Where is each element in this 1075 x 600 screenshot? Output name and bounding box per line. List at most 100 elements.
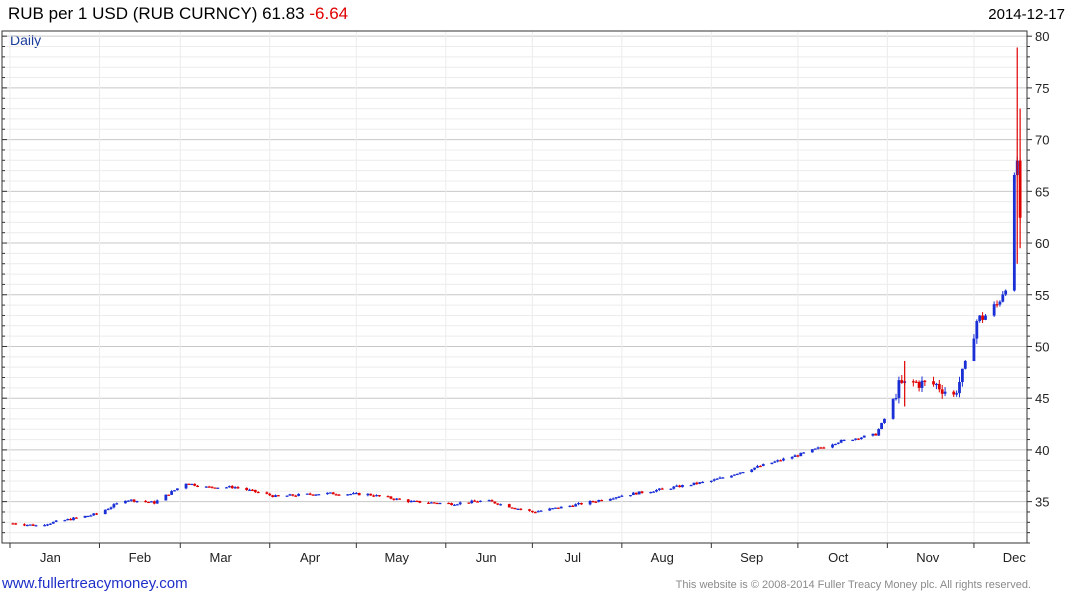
candle (346, 494, 350, 496)
candle-body (862, 435, 866, 438)
candle (883, 418, 886, 424)
candle-body (528, 509, 531, 511)
candle-body (574, 504, 578, 507)
candle-body (14, 523, 18, 525)
candle-body (395, 498, 399, 500)
candle (692, 482, 696, 486)
x-tick-label: May (384, 550, 409, 565)
candle (721, 476, 725, 479)
x-tick-label: Nov (916, 550, 940, 565)
candle (594, 500, 598, 503)
candle (216, 487, 220, 489)
candle-body (689, 484, 693, 487)
candle (11, 522, 15, 525)
candle (753, 467, 756, 471)
candle-body (640, 491, 644, 494)
candles (11, 47, 1022, 527)
candle-body (530, 510, 534, 513)
candle (874, 433, 878, 436)
candle (660, 487, 664, 490)
candle (458, 501, 462, 506)
candle (479, 500, 482, 503)
title-text: RUB per 1 USD (RUB CURNCY) 61.83 (8, 4, 305, 23)
candle-body (897, 380, 901, 399)
candle (352, 491, 355, 495)
candle (695, 481, 699, 485)
y-tick-label: 40 (1035, 443, 1049, 458)
candle (167, 494, 171, 496)
candle-body (109, 507, 113, 509)
candle-body (389, 496, 393, 499)
candle-body (920, 380, 924, 388)
website-link[interactable]: www.fullertreacymoney.com (2, 575, 188, 592)
candle (1012, 172, 1016, 292)
candle (891, 398, 895, 420)
candle-body (95, 513, 98, 515)
candle-body (349, 493, 352, 496)
candle (568, 505, 572, 508)
candle-body (813, 448, 817, 450)
candle (43, 523, 47, 527)
candle (170, 490, 174, 495)
candle-body (819, 447, 823, 449)
y-tick-label: 60 (1035, 236, 1049, 251)
candle-body (533, 512, 537, 514)
chart-title: RUB per 1 USD (RUB CURNCY) 61.83 -6.64 (8, 4, 348, 24)
candle-body (285, 495, 289, 497)
candle (245, 487, 249, 491)
candle-body (1004, 290, 1008, 295)
candle (386, 495, 390, 498)
candle-body (516, 508, 520, 510)
candle-body (135, 500, 139, 503)
candle-body (326, 492, 329, 495)
candle-body (678, 485, 681, 488)
candle (470, 499, 474, 504)
candle (611, 497, 615, 500)
candle (251, 489, 254, 491)
candle-body (248, 489, 251, 491)
candle (447, 502, 451, 505)
candle-body (1012, 174, 1016, 291)
candle-body (834, 443, 837, 446)
candle (998, 300, 1002, 307)
candle-body (756, 465, 759, 468)
candle (782, 457, 785, 462)
candle-body (43, 525, 47, 527)
candle (770, 462, 774, 465)
candle-body (106, 508, 110, 511)
candle (193, 483, 197, 487)
candle (588, 500, 592, 506)
candle (314, 494, 318, 496)
candle-body (741, 472, 745, 474)
candle (732, 474, 736, 476)
candle-body (735, 473, 739, 476)
candle-body (28, 524, 32, 526)
candle-body (779, 460, 782, 462)
candle (291, 494, 295, 497)
candle (920, 376, 924, 392)
candle (366, 493, 370, 497)
candle (528, 508, 531, 512)
candle-body (392, 498, 396, 500)
candle (34, 524, 38, 527)
candle (256, 491, 260, 494)
candle-body (978, 315, 982, 322)
candle (95, 512, 98, 515)
candle-body (63, 520, 67, 522)
candle (761, 463, 765, 467)
candle-body (672, 486, 676, 489)
candle (963, 359, 967, 370)
candle (297, 493, 301, 497)
candle-body (568, 505, 572, 507)
candle (620, 494, 624, 497)
candle (190, 483, 194, 486)
candle-body (940, 389, 944, 394)
candle (756, 464, 759, 469)
candle-body (493, 501, 497, 504)
candle (271, 494, 275, 498)
candle-body (233, 487, 237, 489)
candle-body (447, 502, 451, 505)
candle-body (695, 482, 699, 484)
candle (175, 488, 179, 491)
candle-body (911, 381, 915, 383)
